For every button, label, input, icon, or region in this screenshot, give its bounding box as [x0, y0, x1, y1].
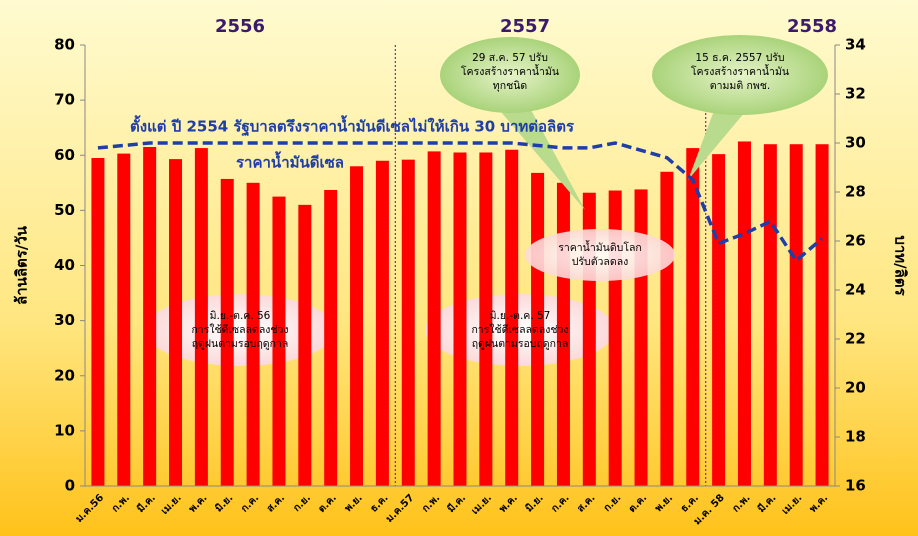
bar: [91, 158, 105, 486]
y-tick-label: 60: [54, 146, 75, 164]
note-bubble: [525, 229, 675, 281]
bar: [479, 152, 493, 486]
bar: [298, 204, 312, 487]
note-text: การใช้ดีเซลลดลงช่วง: [471, 323, 568, 336]
year-label: 2556: [215, 16, 265, 37]
bar: [505, 149, 519, 487]
note-text: ทุกชนิด: [493, 80, 527, 92]
callout-tail: [495, 105, 585, 210]
note-text: มิ.ย.-ต.ค. 57: [490, 310, 551, 322]
y-tick-label: 20: [54, 366, 75, 384]
y-tick-label: 50: [54, 201, 75, 219]
bar: [763, 144, 777, 486]
y2-tick-label: 28: [845, 183, 866, 201]
bar: [427, 151, 441, 487]
y-tick-label: 10: [54, 421, 75, 439]
bar: [220, 178, 234, 487]
bar: [401, 159, 415, 486]
note-text: โครงสร้างราคาน้ำมัน: [691, 64, 789, 78]
bar: [350, 166, 364, 486]
bar: [815, 144, 829, 486]
bar: [453, 152, 467, 486]
y2-tick-label: 26: [845, 232, 866, 250]
y-tick-label: 70: [54, 91, 75, 109]
note-text: 29 ส.ค. 57 ปรับ: [472, 52, 548, 64]
y2-tick-label: 24: [845, 281, 866, 299]
bar: [194, 148, 208, 487]
y-tick-label: 30: [54, 311, 75, 329]
callout-bubble: [440, 37, 580, 113]
bar: [712, 154, 726, 486]
y-tick-label: 0: [65, 477, 75, 495]
y2-tick-label: 30: [845, 134, 866, 152]
y2-axis-label: บาท/ลิตร: [892, 235, 910, 296]
year-label: 2557: [500, 16, 550, 37]
headline: ตั้งแต่ ปี 2554 รัฐบาลตรึงราคาน้ำมันดีเซ…: [130, 115, 575, 137]
note-bubble: [145, 294, 335, 366]
price-line: [97, 141, 824, 264]
bar: [143, 146, 157, 486]
bar: [117, 153, 131, 486]
note-text: ราคาน้ำมันดิบโลก: [558, 240, 642, 254]
callout-bubble: [652, 35, 828, 115]
bar: [737, 141, 751, 486]
note-text: โครงสร้างราคาน้ำมัน: [461, 64, 559, 78]
y-tick-label: 80: [54, 36, 75, 54]
bar: [686, 148, 700, 487]
note-text: ปรับตัวลดลง: [572, 256, 629, 268]
y2-tick-label: 34: [845, 36, 866, 54]
bar: [272, 196, 286, 486]
y2-tick-label: 16: [845, 477, 866, 495]
note-text: 15 ธ.ค. 2557 ปรับ: [695, 52, 784, 64]
callout-tail: [688, 108, 745, 180]
y-tick-label: 40: [54, 256, 75, 274]
note-text: ฤดูฝนตามรอบฤดูกาล: [192, 338, 289, 350]
y2-tick-label: 32: [845, 85, 866, 103]
bar: [375, 160, 389, 486]
note-text: ตามมติ กพช.: [710, 80, 770, 92]
note-text: ฤดูฝนตามรอบฤดูกาล: [472, 338, 569, 350]
note-text: การใช้ดีเซลลดลงช่วง: [191, 323, 288, 336]
series-label: ราคาน้ำมันดีเซล: [236, 151, 344, 172]
y2-tick-label: 20: [845, 379, 866, 397]
y-axis-label: ล้านลิตร/วัน: [13, 225, 31, 305]
note-text: มิ.ย.-ต.ค. 56: [210, 310, 271, 322]
y2-tick-label: 18: [845, 428, 866, 446]
bar: [169, 159, 183, 486]
bar: [789, 144, 803, 486]
y2-tick-label: 22: [845, 330, 866, 348]
bar: [324, 189, 338, 486]
bar: [660, 171, 674, 486]
bar: [246, 182, 260, 486]
year-label: 2558: [787, 16, 837, 37]
